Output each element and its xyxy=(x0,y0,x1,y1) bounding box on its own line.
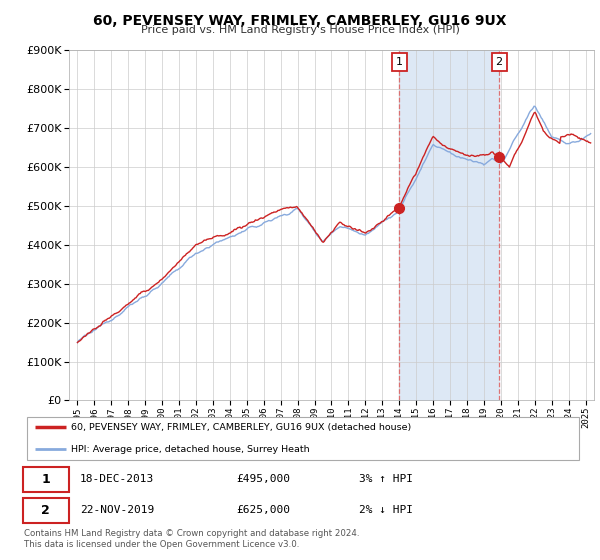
Text: £625,000: £625,000 xyxy=(236,505,290,515)
Text: 18-DEC-2013: 18-DEC-2013 xyxy=(80,474,154,484)
Text: HPI: Average price, detached house, Surrey Heath: HPI: Average price, detached house, Surr… xyxy=(71,445,310,454)
Text: £495,000: £495,000 xyxy=(236,474,290,484)
Text: 60, PEVENSEY WAY, FRIMLEY, CAMBERLEY, GU16 9UX (detached house): 60, PEVENSEY WAY, FRIMLEY, CAMBERLEY, GU… xyxy=(71,423,412,432)
Text: 1: 1 xyxy=(41,473,50,486)
Text: 2: 2 xyxy=(496,57,503,67)
Text: 60, PEVENSEY WAY, FRIMLEY, CAMBERLEY, GU16 9UX: 60, PEVENSEY WAY, FRIMLEY, CAMBERLEY, GU… xyxy=(93,14,507,28)
Text: 22-NOV-2019: 22-NOV-2019 xyxy=(80,505,154,515)
Text: Contains HM Land Registry data © Crown copyright and database right 2024.
This d: Contains HM Land Registry data © Crown c… xyxy=(24,529,359,549)
Text: 3% ↑ HPI: 3% ↑ HPI xyxy=(359,474,413,484)
FancyBboxPatch shape xyxy=(27,417,578,460)
Text: Price paid vs. HM Land Registry's House Price Index (HPI): Price paid vs. HM Land Registry's House … xyxy=(140,25,460,35)
FancyBboxPatch shape xyxy=(23,467,68,492)
FancyBboxPatch shape xyxy=(23,498,68,522)
Text: 2% ↓ HPI: 2% ↓ HPI xyxy=(359,505,413,515)
Text: 1: 1 xyxy=(396,57,403,67)
Text: 2: 2 xyxy=(41,503,50,517)
